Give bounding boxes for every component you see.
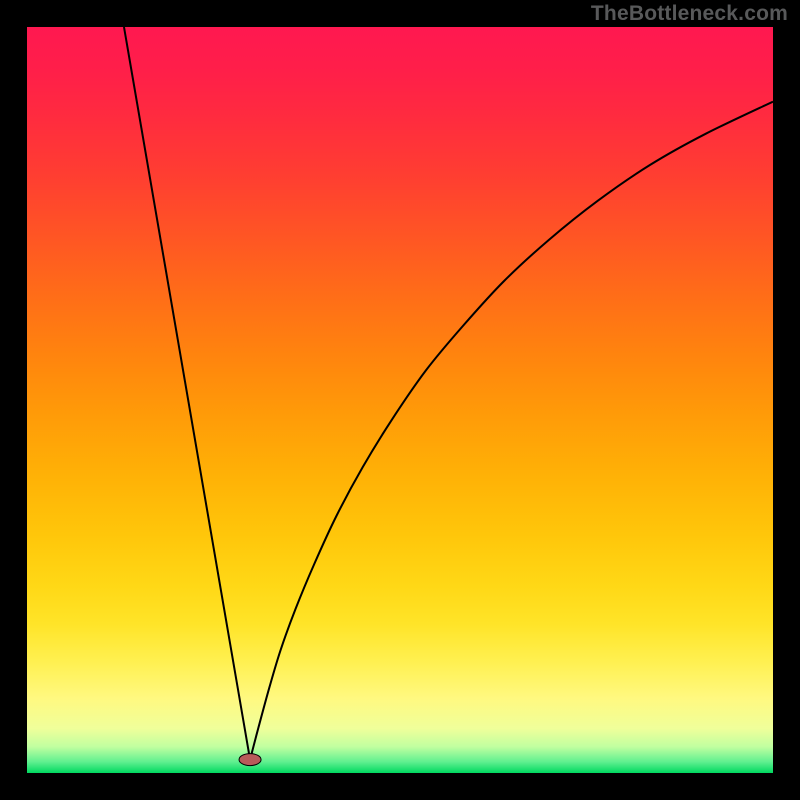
gradient-background: [27, 27, 773, 773]
figure-container: TheBottleneck.com: [0, 0, 800, 800]
watermark-text: TheBottleneck.com: [591, 2, 788, 26]
plot-area: [27, 27, 773, 773]
bottleneck-marker: [239, 754, 261, 766]
chart-svg: [27, 27, 773, 773]
